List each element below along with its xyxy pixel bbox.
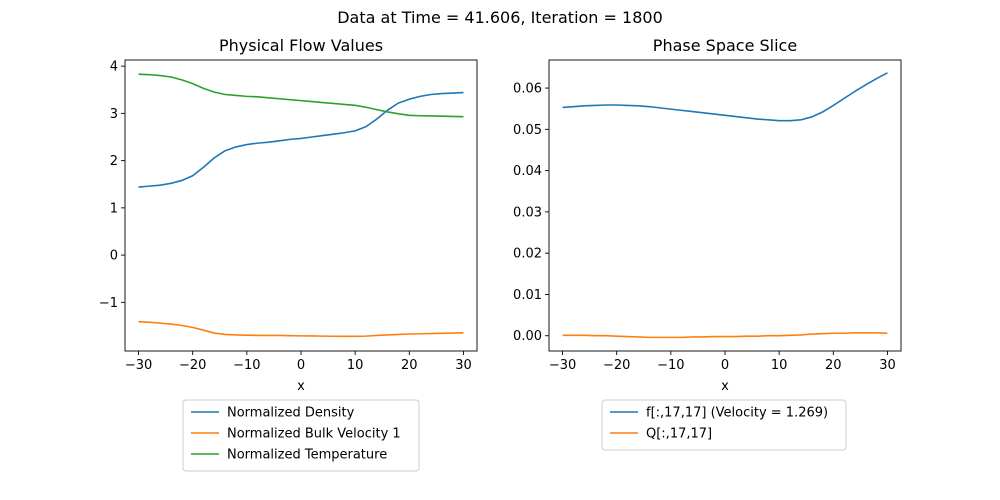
axes-frame (124, 59, 478, 352)
y-tick-label: 3 (110, 107, 118, 122)
legend-box (601, 399, 847, 451)
series-line-1 (562, 332, 888, 339)
legend: Normalized Density Normalized Bulk Veloci… (182, 399, 420, 472)
x-tick-label: −10 (657, 358, 684, 373)
y-tick-label: 2 (110, 154, 118, 169)
x-tick-label: 10 (771, 358, 788, 373)
y-tick-label: 0 (110, 249, 118, 264)
x-tick-label: 10 (347, 358, 364, 373)
legend-entry: Normalized Temperature (227, 448, 387, 463)
axes-frame (548, 59, 902, 352)
x-tick-label: 20 (401, 358, 418, 373)
legend-entry: f[:,17,17] (Velocity = 1.269) (646, 406, 828, 421)
plot-title: Phase Space Slice (653, 36, 797, 55)
x-tick-label: −30 (125, 358, 152, 373)
x-axis-label: x (297, 379, 305, 394)
x-tick-label: 0 (297, 358, 305, 373)
y-tick-label: −1 (99, 296, 118, 311)
plot-title: Physical Flow Values (219, 36, 383, 55)
series-line-0 (562, 72, 888, 122)
series-line-0 (138, 91, 464, 188)
plot-physical-flow-values: Physical Flow Values−30 −20 −10 0 10 20 30−101… (99, 36, 478, 472)
y-tick-label: 1 (110, 201, 118, 216)
y-tick-label: 0.04 (513, 164, 542, 179)
x-tick-label: −10 (233, 358, 260, 373)
y-tick-label: 0.06 (513, 82, 542, 97)
x-axis-label: x (721, 379, 729, 394)
legend: f[:,17,17] (Velocity = 1.269) Q[:,17,17] (601, 399, 847, 451)
y-tick-label: 0.05 (513, 123, 542, 138)
x-tick-label: −20 (603, 358, 630, 373)
figure-suptitle: Data at Time = 41.606, Iteration = 1800 (337, 8, 663, 27)
y-tick-label: 0.02 (513, 247, 542, 262)
x-tick-label: −30 (549, 358, 576, 373)
y-tick-label: 0.01 (513, 288, 542, 303)
x-tick-label: 30 (455, 358, 472, 373)
x-tick-label: −20 (179, 358, 206, 373)
x-tick-label: 30 (879, 358, 896, 373)
legend-entry: Normalized Bulk Velocity 1 (227, 427, 401, 442)
legend-box (182, 399, 420, 472)
series-line-1 (138, 320, 464, 338)
y-tick-label: 0.00 (513, 329, 542, 344)
legend-entry: Q[:,17,17] (646, 427, 712, 442)
series-line-2 (138, 73, 464, 118)
y-tick-label: 4 (110, 60, 118, 75)
y-tick-label: 0.03 (513, 205, 542, 220)
legend-entry: Normalized Density (227, 406, 355, 421)
x-tick-label: 0 (721, 358, 729, 373)
plot-phase-space-slice: Phase Space Slice −30 −20 −10 0 10 20 30 0.00 0.0… (513, 36, 902, 451)
x-tick-label: 20 (825, 358, 842, 373)
